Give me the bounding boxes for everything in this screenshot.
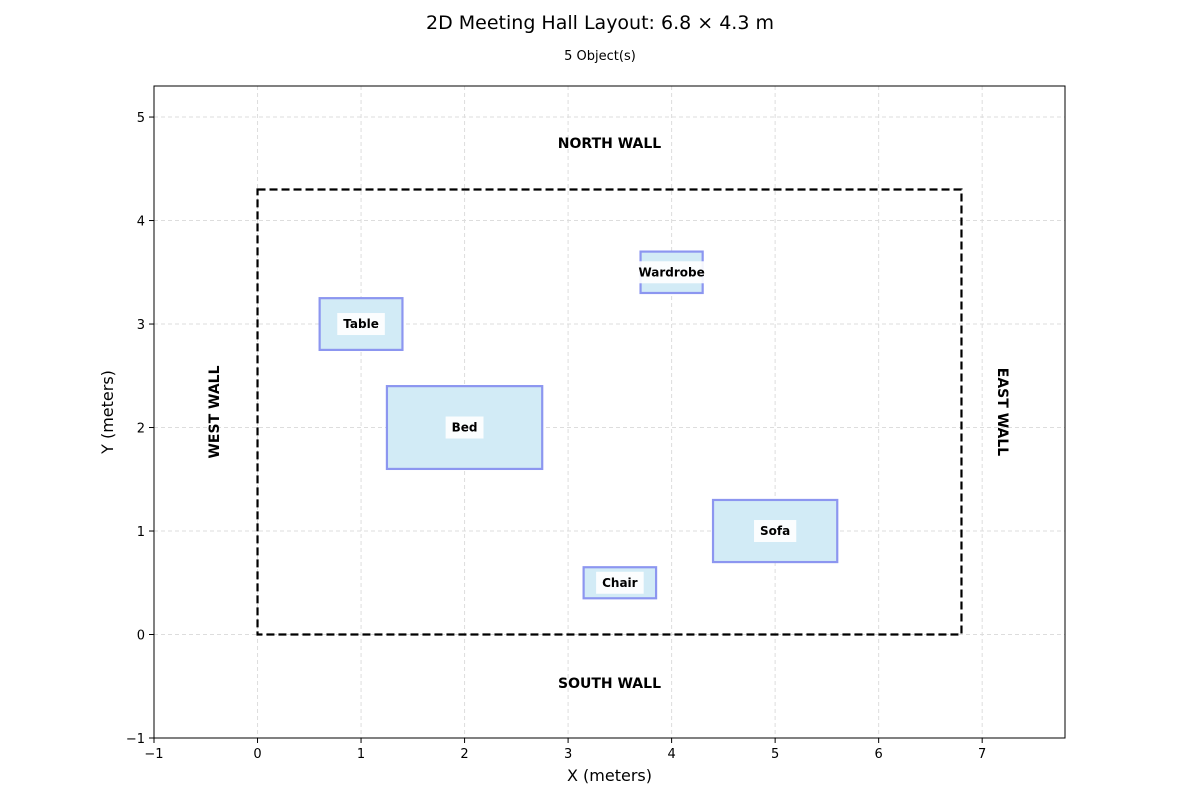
x-tick-label: 2 xyxy=(460,747,468,762)
chart-title: 2D Meeting Hall Layout: 6.8 × 4.3 m xyxy=(426,12,774,34)
south-wall-label: SOUTH WALL xyxy=(558,676,661,692)
grid-lines xyxy=(153,86,1065,739)
room-boundary xyxy=(256,188,963,636)
x-axis-label: X (meters) xyxy=(567,766,652,785)
chart-subtitle: 5 Object(s) xyxy=(564,49,636,64)
west-wall-label: WEST WALL xyxy=(207,365,223,458)
y-tick-label: 3 xyxy=(137,318,145,333)
y-tick-label: −1 xyxy=(126,732,145,747)
room-outline xyxy=(256,188,963,636)
x-tick-label: 4 xyxy=(667,747,675,762)
x-tick-label: 3 xyxy=(564,747,572,762)
object-sofa: Sofa xyxy=(711,498,839,564)
axes: −1 0 1 2 3 4 5 6 7 −1 0 1 2 3 4 5 xyxy=(126,85,1066,762)
object-bed: Bed xyxy=(385,385,544,471)
x-tick-label: −1 xyxy=(144,747,163,762)
y-tick-label: 1 xyxy=(137,525,145,540)
object-label-background xyxy=(632,261,711,284)
object-chair: Chair xyxy=(582,566,658,600)
x-tick-label: 0 xyxy=(253,747,261,762)
north-wall-label: NORTH WALL xyxy=(558,136,661,152)
y-tick-label: 0 xyxy=(137,629,145,644)
y-axis-label: Y (meters) xyxy=(98,370,117,455)
object-label: Chair xyxy=(602,576,638,590)
object-label: Sofa xyxy=(760,524,790,538)
object-label-background xyxy=(754,520,797,543)
y-tick-label: 5 xyxy=(137,111,145,126)
wall-labels: NORTH WALL SOUTH WALL WEST WALL EAST WAL… xyxy=(207,136,1010,692)
x-tick-label: 5 xyxy=(771,747,779,762)
x-tick-label: 1 xyxy=(357,747,365,762)
furniture-objects: Table Wardrobe Bed Sofa Chair xyxy=(318,250,839,600)
object-wardrobe: Wardrobe xyxy=(632,250,711,295)
object-label-background xyxy=(445,416,484,439)
object-label-background xyxy=(596,571,644,594)
object-label: Bed xyxy=(452,421,478,435)
east-wall-label: EAST WALL xyxy=(994,368,1010,456)
x-tick-label: 7 xyxy=(978,747,986,762)
y-tick-label: 4 xyxy=(137,215,145,230)
object-table: Table xyxy=(318,297,404,352)
x-tick-label: 6 xyxy=(875,747,883,762)
plot-frame xyxy=(153,85,1066,739)
object-label-background xyxy=(337,313,385,336)
object-label: Table xyxy=(343,317,379,331)
object-label: Wardrobe xyxy=(638,265,704,279)
y-tick-label: 2 xyxy=(137,422,145,437)
